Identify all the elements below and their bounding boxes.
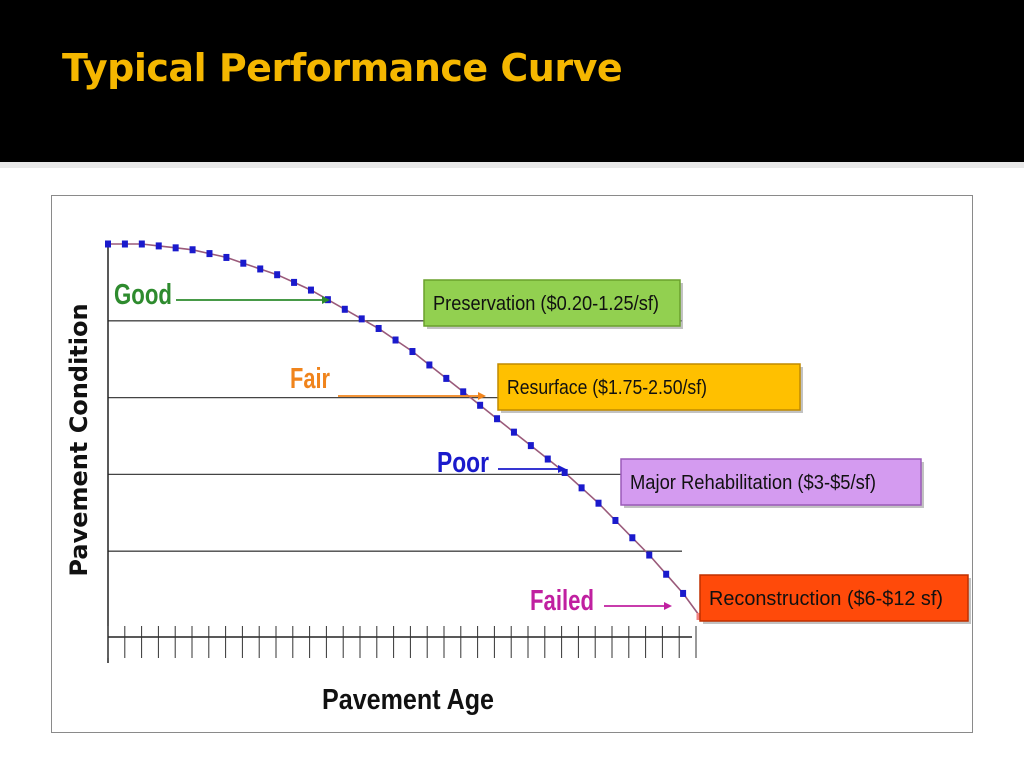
data-point <box>510 428 517 436</box>
data-point <box>544 455 551 463</box>
slide-title: Typical Performance Curve <box>62 46 623 90</box>
data-point <box>240 259 247 267</box>
callout-box <box>699 574 969 622</box>
data-point <box>121 240 128 248</box>
data-point <box>307 286 314 294</box>
y-axis-label: Pavement Condition <box>65 303 93 576</box>
data-point <box>409 348 416 356</box>
data-point <box>392 336 399 344</box>
data-point <box>105 240 111 248</box>
data-point <box>341 305 348 313</box>
arrow-head-icon <box>558 465 566 473</box>
annotation-layer: Good Fair Poor Failed Preservation ($0.20-1.… <box>114 279 971 624</box>
data-point <box>680 589 687 597</box>
data-point <box>578 484 585 492</box>
data-point <box>189 246 196 254</box>
data-point <box>257 265 264 273</box>
data-point <box>663 570 670 578</box>
chart-frame: Pavement Condition Pavement Age Good Fair… <box>51 195 973 733</box>
arrow-head-icon <box>322 296 330 304</box>
callout-box <box>620 458 922 506</box>
callout-box <box>423 279 681 327</box>
data-point <box>358 315 365 323</box>
data-point <box>629 534 636 542</box>
arrow-head-icon <box>478 392 486 400</box>
performance-curve-chart: Pavement Condition Pavement Age Good Fair… <box>65 240 971 716</box>
x-axis-label: Pavement Age <box>322 684 494 716</box>
callout-text: Major Rehabilitation ($3-$5/sf) <box>630 472 876 494</box>
condition-label-fair: Fair <box>290 363 330 395</box>
data-point <box>527 442 534 450</box>
data-point <box>460 388 467 396</box>
title-divider <box>0 162 1024 168</box>
data-point <box>155 242 162 250</box>
data-point <box>561 468 568 476</box>
data-point <box>375 324 382 332</box>
data-point <box>291 278 298 286</box>
data-point <box>612 516 619 524</box>
data-point <box>477 401 484 409</box>
data-point <box>426 361 433 369</box>
data-point <box>274 271 281 279</box>
data-point <box>443 374 450 382</box>
data-point <box>223 253 230 261</box>
callout-text: Reconstruction ($6-$12 sf) <box>709 588 943 610</box>
grid-layer <box>108 320 682 552</box>
data-point <box>138 240 145 248</box>
condition-label-failed: Failed <box>530 585 594 617</box>
callout-text: Resurface ($1.75-2.50/sf) <box>507 377 707 399</box>
arrow-head-icon <box>664 602 672 610</box>
callout-box <box>497 363 801 411</box>
axis-layer <box>107 241 692 663</box>
data-point <box>646 551 653 559</box>
data-point <box>494 415 501 423</box>
condition-label-poor: Poor <box>437 447 489 479</box>
x-tick-layer <box>107 626 697 658</box>
data-point <box>172 244 179 252</box>
condition-label-good: Good <box>114 279 172 311</box>
curve-layer <box>105 240 704 620</box>
data-point <box>595 499 602 507</box>
data-point <box>206 250 213 258</box>
title-bar: Typical Performance Curve <box>0 0 1024 160</box>
callout-text: Preservation ($0.20-1.25/sf) <box>433 293 659 315</box>
